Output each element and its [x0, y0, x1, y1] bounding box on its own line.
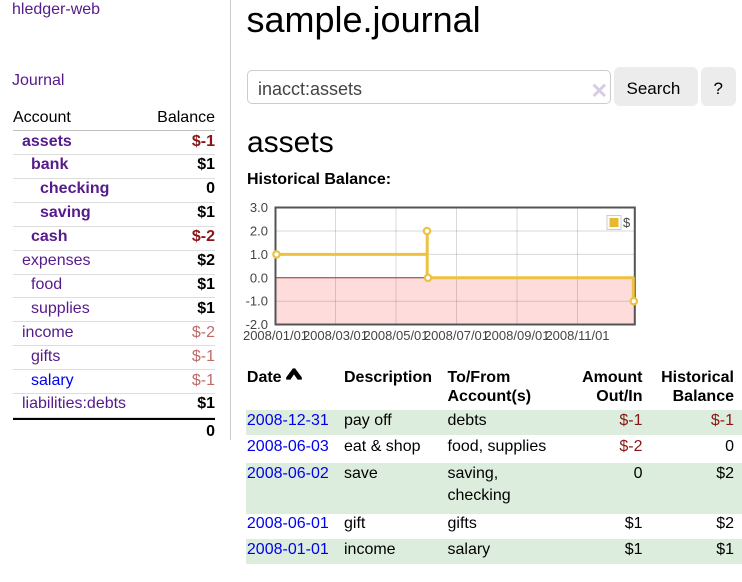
svg-text:2008/11/01: 2008/11/01 [545, 328, 609, 343]
svg-text:2008/01/01: 2008/01/01 [243, 328, 308, 343]
svg-text:2008/07/01: 2008/07/01 [424, 328, 489, 343]
svg-text:$: $ [623, 215, 631, 230]
svg-text:2008/09/01: 2008/09/01 [484, 328, 549, 343]
svg-text:0.0: 0.0 [250, 270, 268, 285]
svg-text:2008/05/01: 2008/05/01 [363, 328, 428, 343]
svg-text:3.0: 3.0 [250, 200, 268, 215]
svg-text:-2.0: -2.0 [246, 317, 268, 332]
svg-text:1.0: 1.0 [250, 247, 268, 262]
svg-text:2.0: 2.0 [250, 224, 268, 239]
svg-text:2008/03/01: 2008/03/01 [303, 328, 368, 343]
svg-text:-1.0: -1.0 [246, 294, 268, 309]
